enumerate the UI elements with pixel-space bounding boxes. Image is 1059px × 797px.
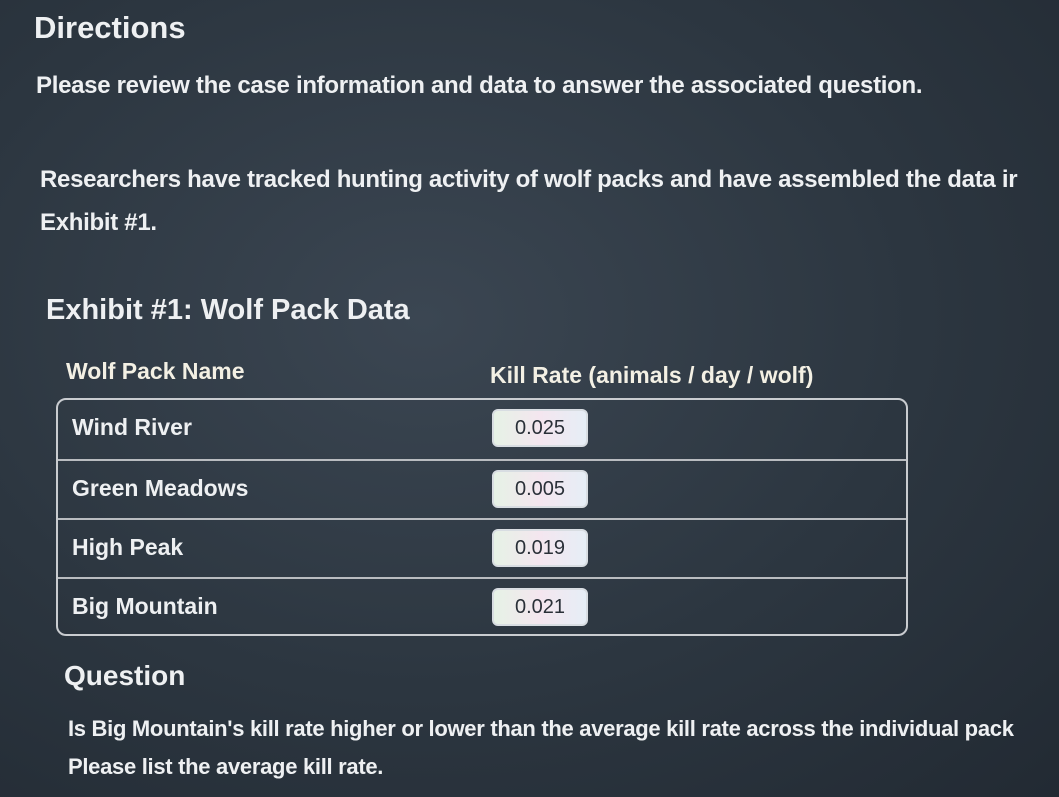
kill-rate: 0.025 — [492, 409, 588, 447]
table-row: Wind River 0.025 — [58, 400, 906, 459]
data-table: Wind River 0.025 Green Meadows 0.005 High Pe… — [56, 398, 908, 636]
column-header: Kill Rate (animals / day / wolf) — [490, 362, 814, 388]
exhibit-title: Exhibit #1: Wolf Pack Data — [46, 294, 410, 326]
pack-name: Wind River — [72, 414, 192, 440]
table-row: Green Meadows 0.005 — [58, 459, 906, 518]
kill-rate: 0.019 — [492, 529, 588, 567]
pack-name: Big Mountain — [72, 593, 218, 619]
heading: Directions — [34, 10, 186, 45]
question-text: Please list the average kill rate. — [68, 754, 384, 779]
instruction: Please review the case information and d… — [36, 72, 923, 99]
kill-rate: 0.005 — [492, 470, 588, 508]
kill-rate: 0.021 — [492, 588, 588, 626]
pack-name: Green Meadows — [72, 475, 249, 501]
table-row: Big Mountain 0.021 — [58, 577, 906, 636]
column-header: Wolf Pack Name — [66, 358, 245, 384]
pack-name: High Peak — [72, 534, 184, 560]
paragraph: Researchers have tracked hunting activit… — [40, 166, 1018, 193]
question-text: Is Big Mountain's kill rate higher or lo… — [68, 716, 1014, 741]
question-heading: Question — [64, 660, 186, 691]
paragraph: Exhibit #1. — [40, 209, 157, 236]
table-row: High Peak 0.019 — [58, 518, 906, 577]
